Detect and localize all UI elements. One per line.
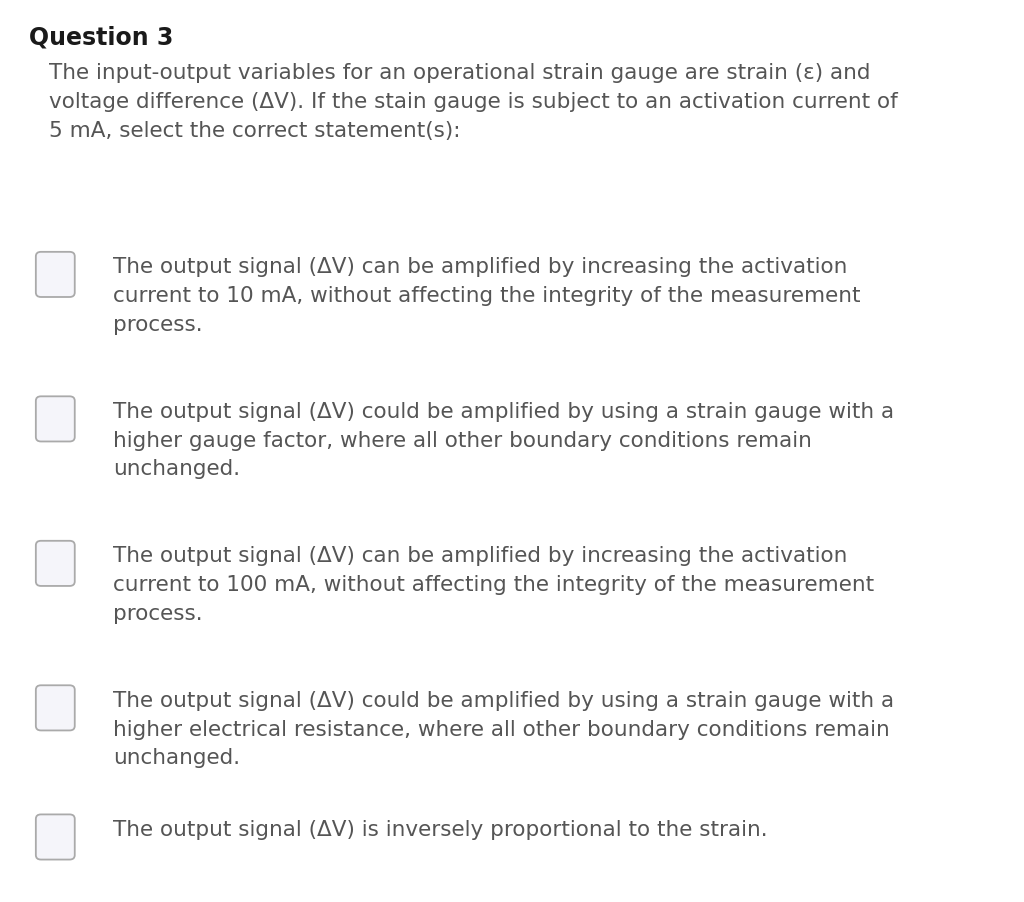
Text: The input-output variables for an operational strain gauge are strain (ε) and
vo: The input-output variables for an operat… xyxy=(49,63,898,141)
Text: Question 3: Question 3 xyxy=(29,25,173,50)
Text: The output signal (ΔV) can be amplified by increasing the activation
current to : The output signal (ΔV) can be amplified … xyxy=(113,257,860,335)
Text: The output signal (ΔV) can be amplified by increasing the activation
current to : The output signal (ΔV) can be amplified … xyxy=(113,546,873,623)
FancyBboxPatch shape xyxy=(36,815,75,860)
FancyBboxPatch shape xyxy=(36,686,75,731)
Text: The output signal (ΔV) could be amplified by using a strain gauge with a
higher : The output signal (ΔV) could be amplifie… xyxy=(113,690,894,768)
Text: The output signal (ΔV) could be amplified by using a strain gauge with a
higher : The output signal (ΔV) could be amplifie… xyxy=(113,401,894,479)
FancyBboxPatch shape xyxy=(36,397,75,442)
FancyBboxPatch shape xyxy=(36,541,75,586)
FancyBboxPatch shape xyxy=(36,253,75,298)
Text: The output signal (ΔV) is inversely proportional to the strain.: The output signal (ΔV) is inversely prop… xyxy=(113,819,767,839)
